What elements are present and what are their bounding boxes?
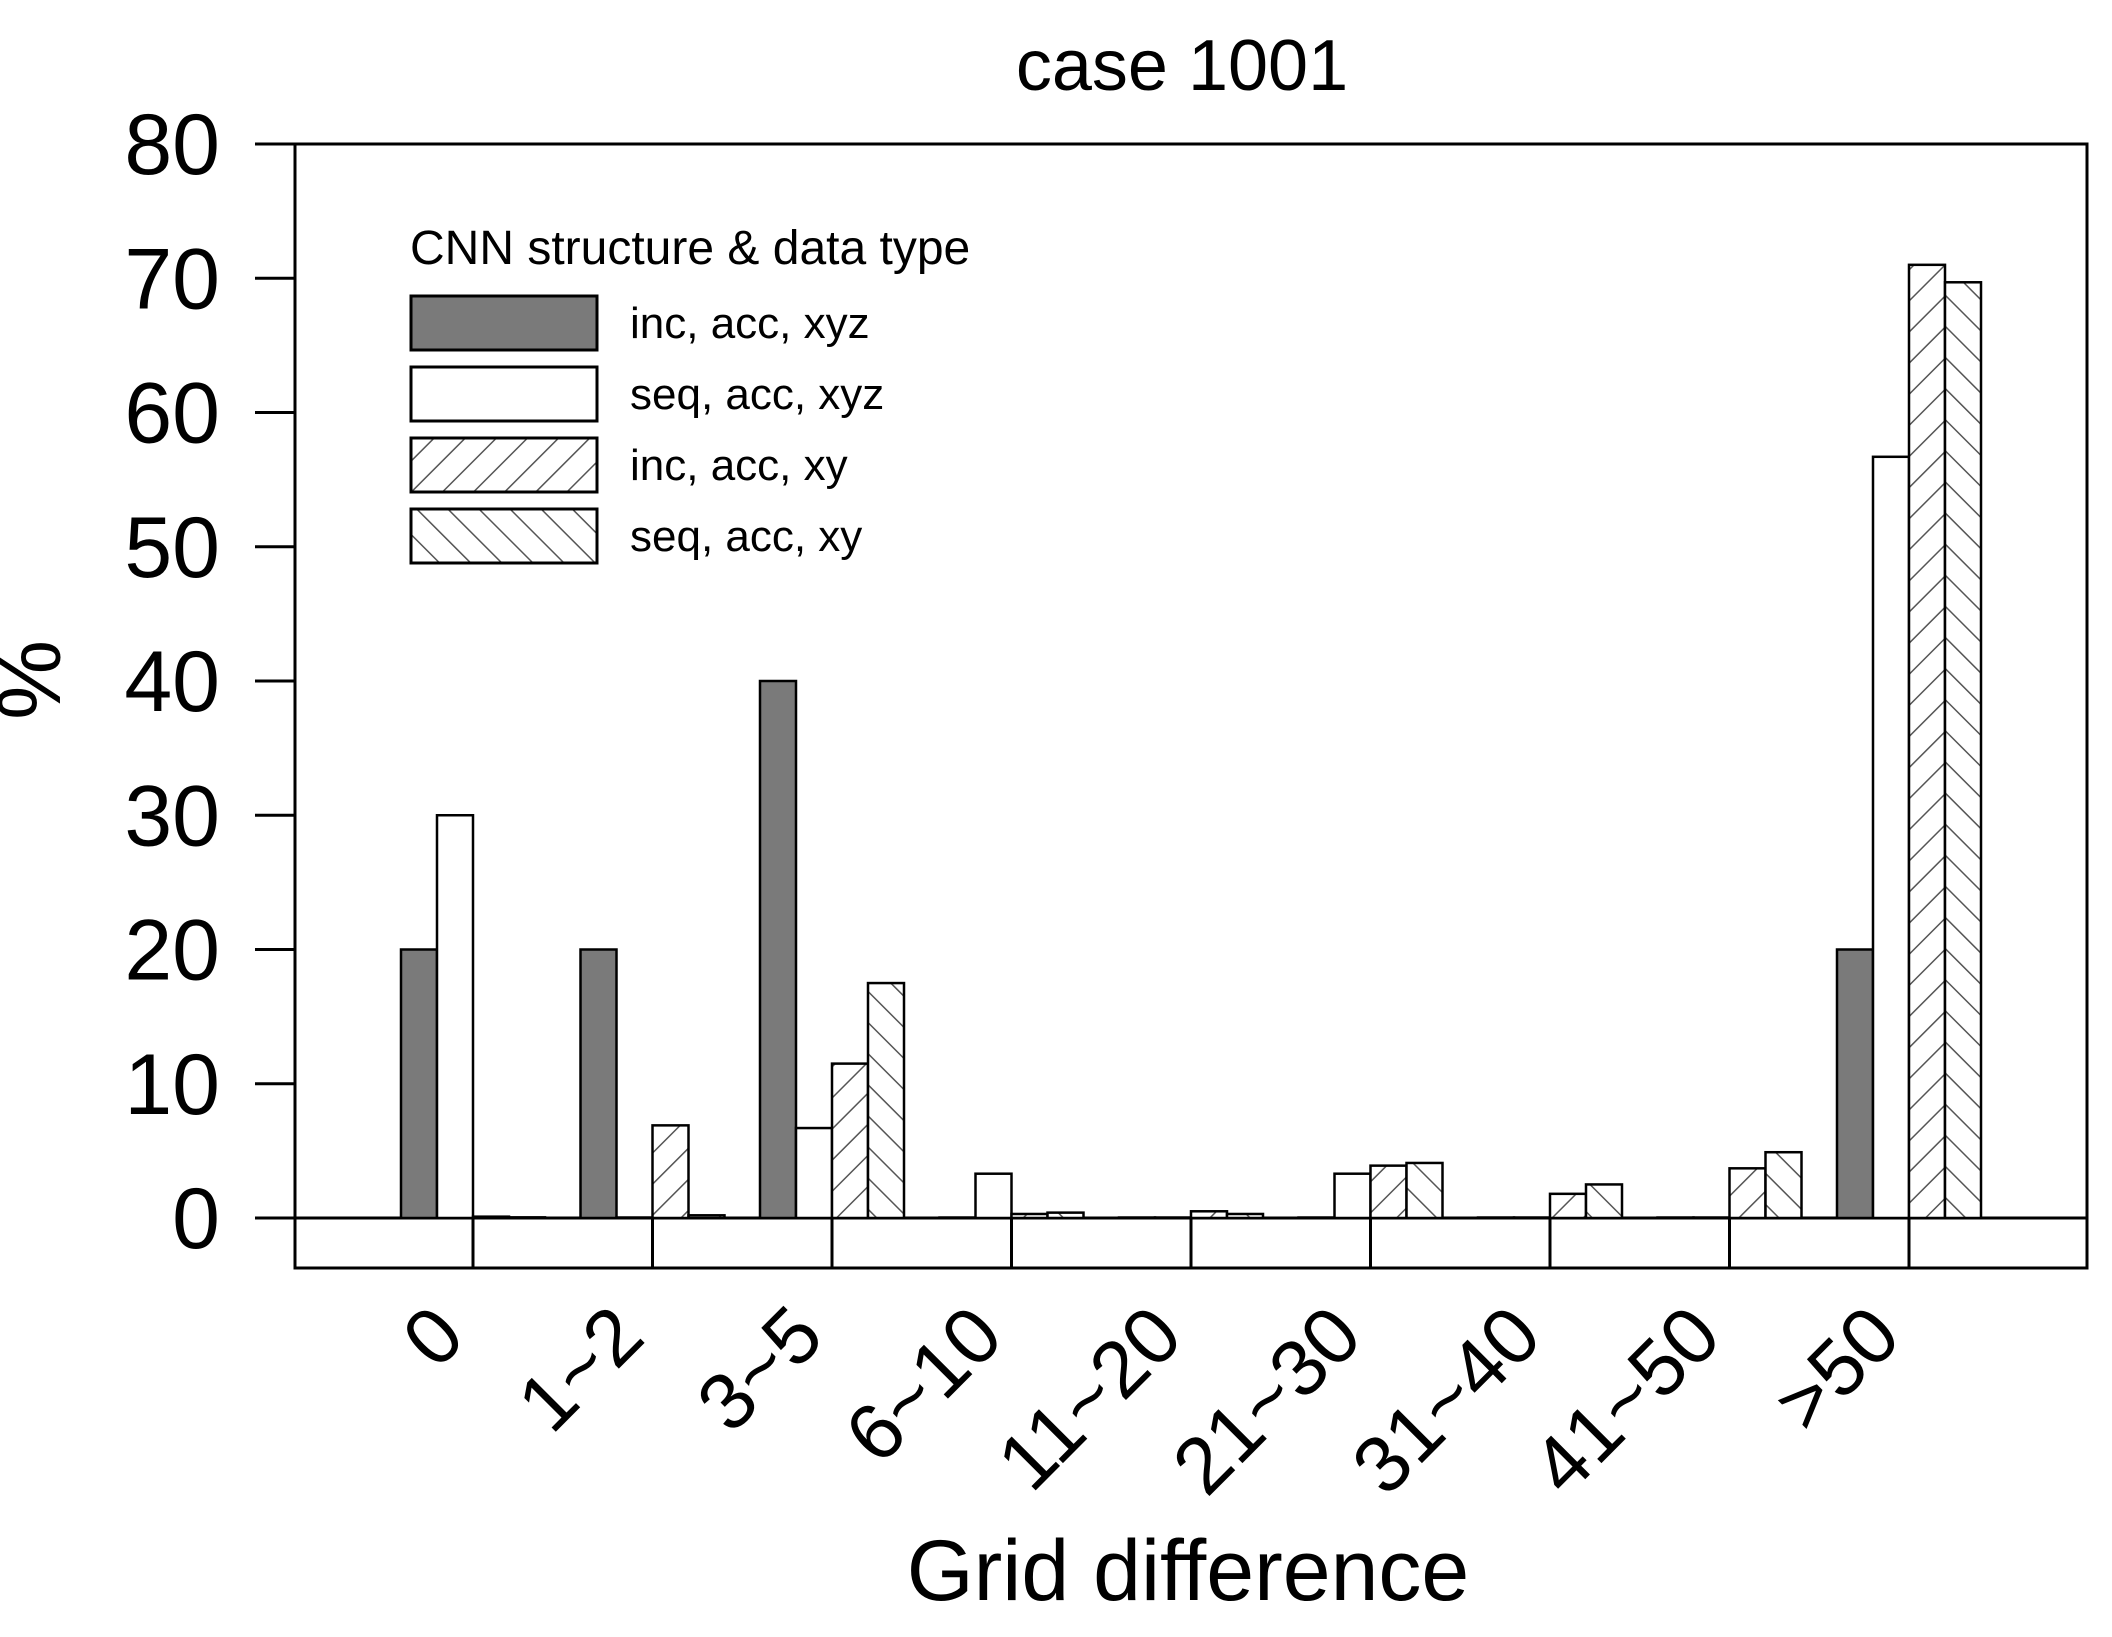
bar	[974, 1172, 1013, 1220]
x-tick-label: 0	[386, 1289, 480, 1383]
legend-label: inc, acc, xy	[630, 441, 848, 490]
bar	[1656, 1216, 1695, 1220]
chart-title: case 1001	[1016, 26, 1348, 106]
bar	[1117, 1216, 1157, 1220]
bar	[1512, 1216, 1552, 1220]
legend-swatch	[409, 507, 599, 565]
y-tick-label: 0	[172, 1171, 220, 1267]
bar	[1046, 1211, 1085, 1220]
x-tick-label: 41~50	[1515, 1289, 1737, 1511]
y-axis-label: %	[0, 640, 80, 720]
bar	[471, 1215, 511, 1220]
legend-title: CNN structure & data type	[410, 222, 970, 275]
legend-swatch	[409, 436, 599, 494]
y-tick-label: 60	[124, 366, 220, 462]
bar	[1764, 1150, 1803, 1220]
y-tick-label: 20	[124, 903, 220, 999]
bar	[1692, 1216, 1731, 1220]
y-tick-label: 80	[124, 97, 220, 193]
x-axis-label: Grid difference	[907, 1523, 1470, 1619]
legend-label: inc, acc, xyz	[630, 299, 870, 348]
bar	[1153, 1216, 1193, 1220]
bar	[1548, 1192, 1588, 1220]
bar	[1297, 1216, 1336, 1220]
x-tick-label: 1~2	[501, 1289, 660, 1448]
bar	[830, 1062, 870, 1220]
bar	[1189, 1210, 1229, 1220]
legend-swatch	[409, 294, 599, 352]
bar	[615, 1216, 654, 1220]
y-tick-label: 70	[124, 231, 220, 327]
bar	[1333, 1172, 1372, 1220]
bar	[1728, 1167, 1767, 1220]
bar	[435, 814, 475, 1220]
bar	[1405, 1161, 1444, 1220]
legend-label: seq, acc, xyz	[630, 370, 884, 419]
bar	[1476, 1216, 1516, 1220]
bar	[507, 1216, 547, 1220]
bar	[758, 679, 798, 1220]
x-tick-label: >50	[1757, 1289, 1916, 1448]
bar	[1907, 263, 1947, 1220]
bar	[1369, 1164, 1408, 1220]
bar	[579, 948, 618, 1220]
bar	[1584, 1183, 1624, 1220]
y-tick-label: 30	[124, 768, 220, 864]
bar	[1871, 455, 1911, 1220]
bar	[1835, 948, 1875, 1220]
legend-swatch	[409, 365, 599, 423]
bar	[938, 1216, 977, 1220]
bar	[1943, 281, 1983, 1220]
bar	[866, 981, 906, 1220]
x-tick-label: 31~40	[1335, 1289, 1557, 1511]
bar	[1010, 1212, 1049, 1220]
x-tick-label: 3~5	[680, 1289, 839, 1448]
legend: CNN structure & data type inc, acc, xyz s…	[409, 222, 970, 565]
y-tick-label: 10	[124, 1037, 220, 1133]
bar	[651, 1124, 690, 1220]
y-tick-label: 50	[124, 500, 220, 596]
x-tick-label: 21~30	[1156, 1289, 1378, 1511]
x-tick-label: 11~20	[980, 1289, 1198, 1507]
bar	[794, 1126, 834, 1220]
bar	[399, 948, 439, 1220]
y-tick-label: 40	[124, 634, 220, 730]
legend-label: seq, acc, xy	[630, 512, 862, 561]
bar	[687, 1214, 726, 1220]
bar	[1225, 1212, 1265, 1220]
